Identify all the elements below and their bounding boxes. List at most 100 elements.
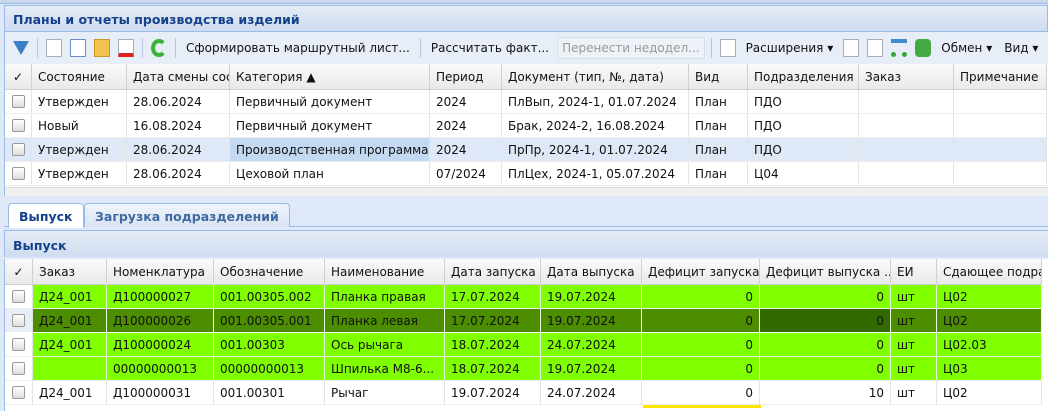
select-all-header[interactable]: ✓ [5, 64, 32, 89]
new-document-icon[interactable] [46, 39, 62, 57]
table-cell: Д100000031 [107, 381, 214, 404]
hierarchy-icon[interactable] [891, 39, 908, 57]
column-header[interactable]: Категория ▲ [230, 64, 430, 89]
column-header[interactable]: Сдающее подразд [937, 259, 1042, 284]
exchange-menu[interactable]: Обмен ▾ [941, 41, 993, 55]
table-cell: ПДО [748, 138, 859, 161]
checkbox[interactable] [11, 119, 25, 132]
exchange-label: Обмен [941, 41, 983, 55]
column-header[interactable]: Дата выпуска [541, 259, 642, 284]
checkbox[interactable] [12, 338, 25, 351]
table-cell: 0 [642, 381, 760, 404]
table-cell: 0 [760, 309, 891, 332]
checkbox[interactable] [12, 314, 25, 327]
table-cell [33, 357, 107, 380]
table-cell: Утвержден [32, 162, 127, 185]
column-header[interactable]: Обозначение [214, 259, 325, 284]
checkbox[interactable] [11, 143, 25, 156]
table-row[interactable]: Д24_001 Д100000024 001.00303 Ось рычага 18.0… [5, 333, 1042, 357]
table-row[interactable]: 00000000013 00000000013 Шпилька М8-6... 18.… [5, 357, 1042, 381]
column-header[interactable]: Документ (тип, №, дата) [502, 64, 689, 89]
table-row[interactable]: Д24_001 Д100000031 001.00301 Рычаг 19.07.202… [5, 381, 1042, 405]
row-checkbox[interactable] [5, 333, 33, 356]
column-header[interactable]: Заказ [859, 64, 954, 89]
table-cell: 001.00305.002 [214, 285, 325, 308]
separator [37, 38, 38, 58]
table-cell [859, 162, 954, 185]
separator [710, 38, 712, 58]
column-header[interactable]: Дата запуска ▲ [445, 259, 541, 284]
horizontal-scrollbar[interactable] [5, 187, 1048, 196]
table-cell: Ц03 [937, 357, 1042, 380]
checkbox[interactable] [12, 362, 25, 375]
table-cell: План [689, 114, 748, 137]
table-cell: шт [891, 381, 937, 404]
column-header[interactable]: Дата смены сост [127, 64, 230, 89]
table-cell: Шпилька М8-6... [325, 357, 445, 380]
refresh-icon[interactable] [151, 39, 167, 57]
column-header[interactable]: Заказ [33, 259, 107, 284]
checkbox[interactable] [11, 95, 25, 108]
form-route-sheet-button[interactable]: Сформировать маршрутный лист... [186, 41, 410, 55]
column-header[interactable]: Примечание [954, 64, 1047, 89]
separator [175, 38, 176, 58]
table-cell: 10 [760, 381, 891, 404]
table-cell: ПДО [748, 90, 859, 113]
table-cell: Д24_001 [33, 309, 107, 332]
filter-icon[interactable] [13, 41, 29, 55]
checkbox[interactable] [12, 290, 25, 303]
table-cell [954, 162, 1047, 185]
row-checkbox[interactable] [5, 138, 32, 161]
transfer-unfinished-button[interactable]: Перенести недодел... [557, 37, 705, 59]
import-icon[interactable] [867, 39, 884, 57]
table-cell: 28.06.2024 [127, 90, 230, 113]
table-row[interactable]: Д24_001 Д100000026 001.00305.001 Планка лев… [5, 309, 1042, 333]
table-cell: Первичный документ [230, 90, 430, 113]
view-menu[interactable]: Вид ▾ [1004, 41, 1039, 55]
tab-release[interactable]: Выпуск [8, 203, 84, 228]
copy-document-icon[interactable] [70, 39, 86, 57]
row-checkbox[interactable] [5, 357, 33, 380]
column-header[interactable]: Дефицит запуска [642, 259, 760, 284]
panel-title: Планы и отчеты производства изделий [4, 5, 1048, 32]
column-header[interactable]: Наименование [325, 259, 445, 284]
column-header[interactable]: Вид [689, 64, 748, 89]
table-row[interactable]: Утвержден 28.06.2024 Первичный документ 202… [5, 90, 1047, 114]
delete-document-icon[interactable] [118, 39, 134, 57]
select-all-header[interactable]: ✓ [5, 259, 33, 284]
gear-document-icon [719, 39, 736, 57]
row-checkbox[interactable] [5, 162, 32, 185]
exchange-icon [915, 39, 932, 57]
toolbar: Сформировать маршрутный лист... Рассчита… [4, 32, 1048, 64]
row-checkbox[interactable] [5, 381, 33, 404]
row-checkbox[interactable] [5, 285, 33, 308]
row-checkbox[interactable] [5, 90, 32, 113]
checkbox[interactable] [11, 167, 25, 180]
table-cell [859, 114, 954, 137]
calculate-fact-button[interactable]: Рассчитать факт... [430, 41, 550, 55]
column-header[interactable]: Период [430, 64, 502, 89]
table-cell: Ц02 [937, 381, 1042, 404]
table-row[interactable]: Новый 16.08.2024 Первичный документ 2024 Бра… [5, 114, 1047, 138]
extensions-menu[interactable]: Расширения ▾ [745, 41, 834, 55]
column-header[interactable]: ЕИ [891, 259, 937, 284]
row-checkbox[interactable] [5, 309, 33, 332]
header-row: ✓ Заказ Номенклатура Обозначение Наименовани… [5, 259, 1042, 285]
row-checkbox[interactable] [5, 114, 32, 137]
table-cell: 2024 [430, 138, 502, 161]
open-folder-icon[interactable] [94, 39, 110, 57]
table-row[interactable]: Утвержден 28.06.2024 Производственная прог… [5, 138, 1047, 162]
release-panel-title: Выпуск [4, 230, 1048, 257]
column-header[interactable]: Дефицит выпуска .. [760, 259, 891, 284]
table-row[interactable]: Утвержден 28.06.2024 Цеховой план 07/2024 Пл… [5, 162, 1047, 186]
table-cell: Первичный документ [230, 114, 430, 137]
tab-department-load[interactable]: Загрузка подразделений [84, 203, 290, 227]
release-grid: ✓ Заказ Номенклатура Обозначение Наименовани… [4, 259, 1048, 411]
summary-marker [643, 405, 761, 408]
column-header[interactable]: Номенклатура [107, 259, 214, 284]
checkbox[interactable] [12, 386, 25, 399]
table-row[interactable]: Д24_001 Д100000027 001.00305.002 Планка пра… [5, 285, 1042, 309]
column-header[interactable]: Состояние [32, 64, 127, 89]
export-icon[interactable] [843, 39, 860, 57]
column-header[interactable]: Подразделения [748, 64, 859, 89]
